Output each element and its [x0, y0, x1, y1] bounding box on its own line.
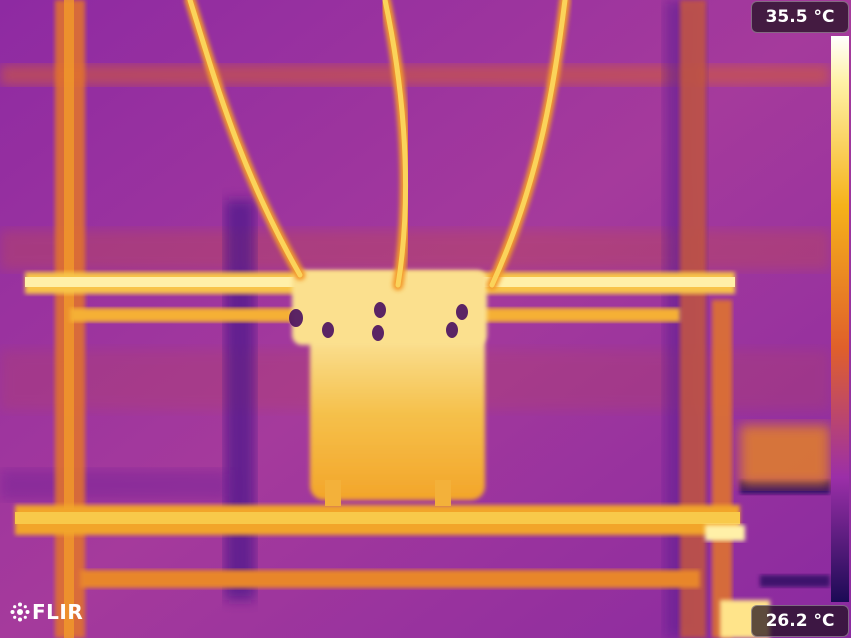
- min-temperature-label: 26.2 °C: [751, 605, 849, 637]
- max-temperature-label: 35.5 °C: [751, 1, 849, 33]
- max-temperature-value: 35.5 °C: [765, 7, 835, 27]
- min-temperature-value: 26.2 °C: [765, 611, 835, 631]
- flir-logo-text: FLIR: [32, 600, 84, 624]
- flir-logo: FLIR: [10, 600, 83, 624]
- flir-logo-icon: [10, 602, 30, 622]
